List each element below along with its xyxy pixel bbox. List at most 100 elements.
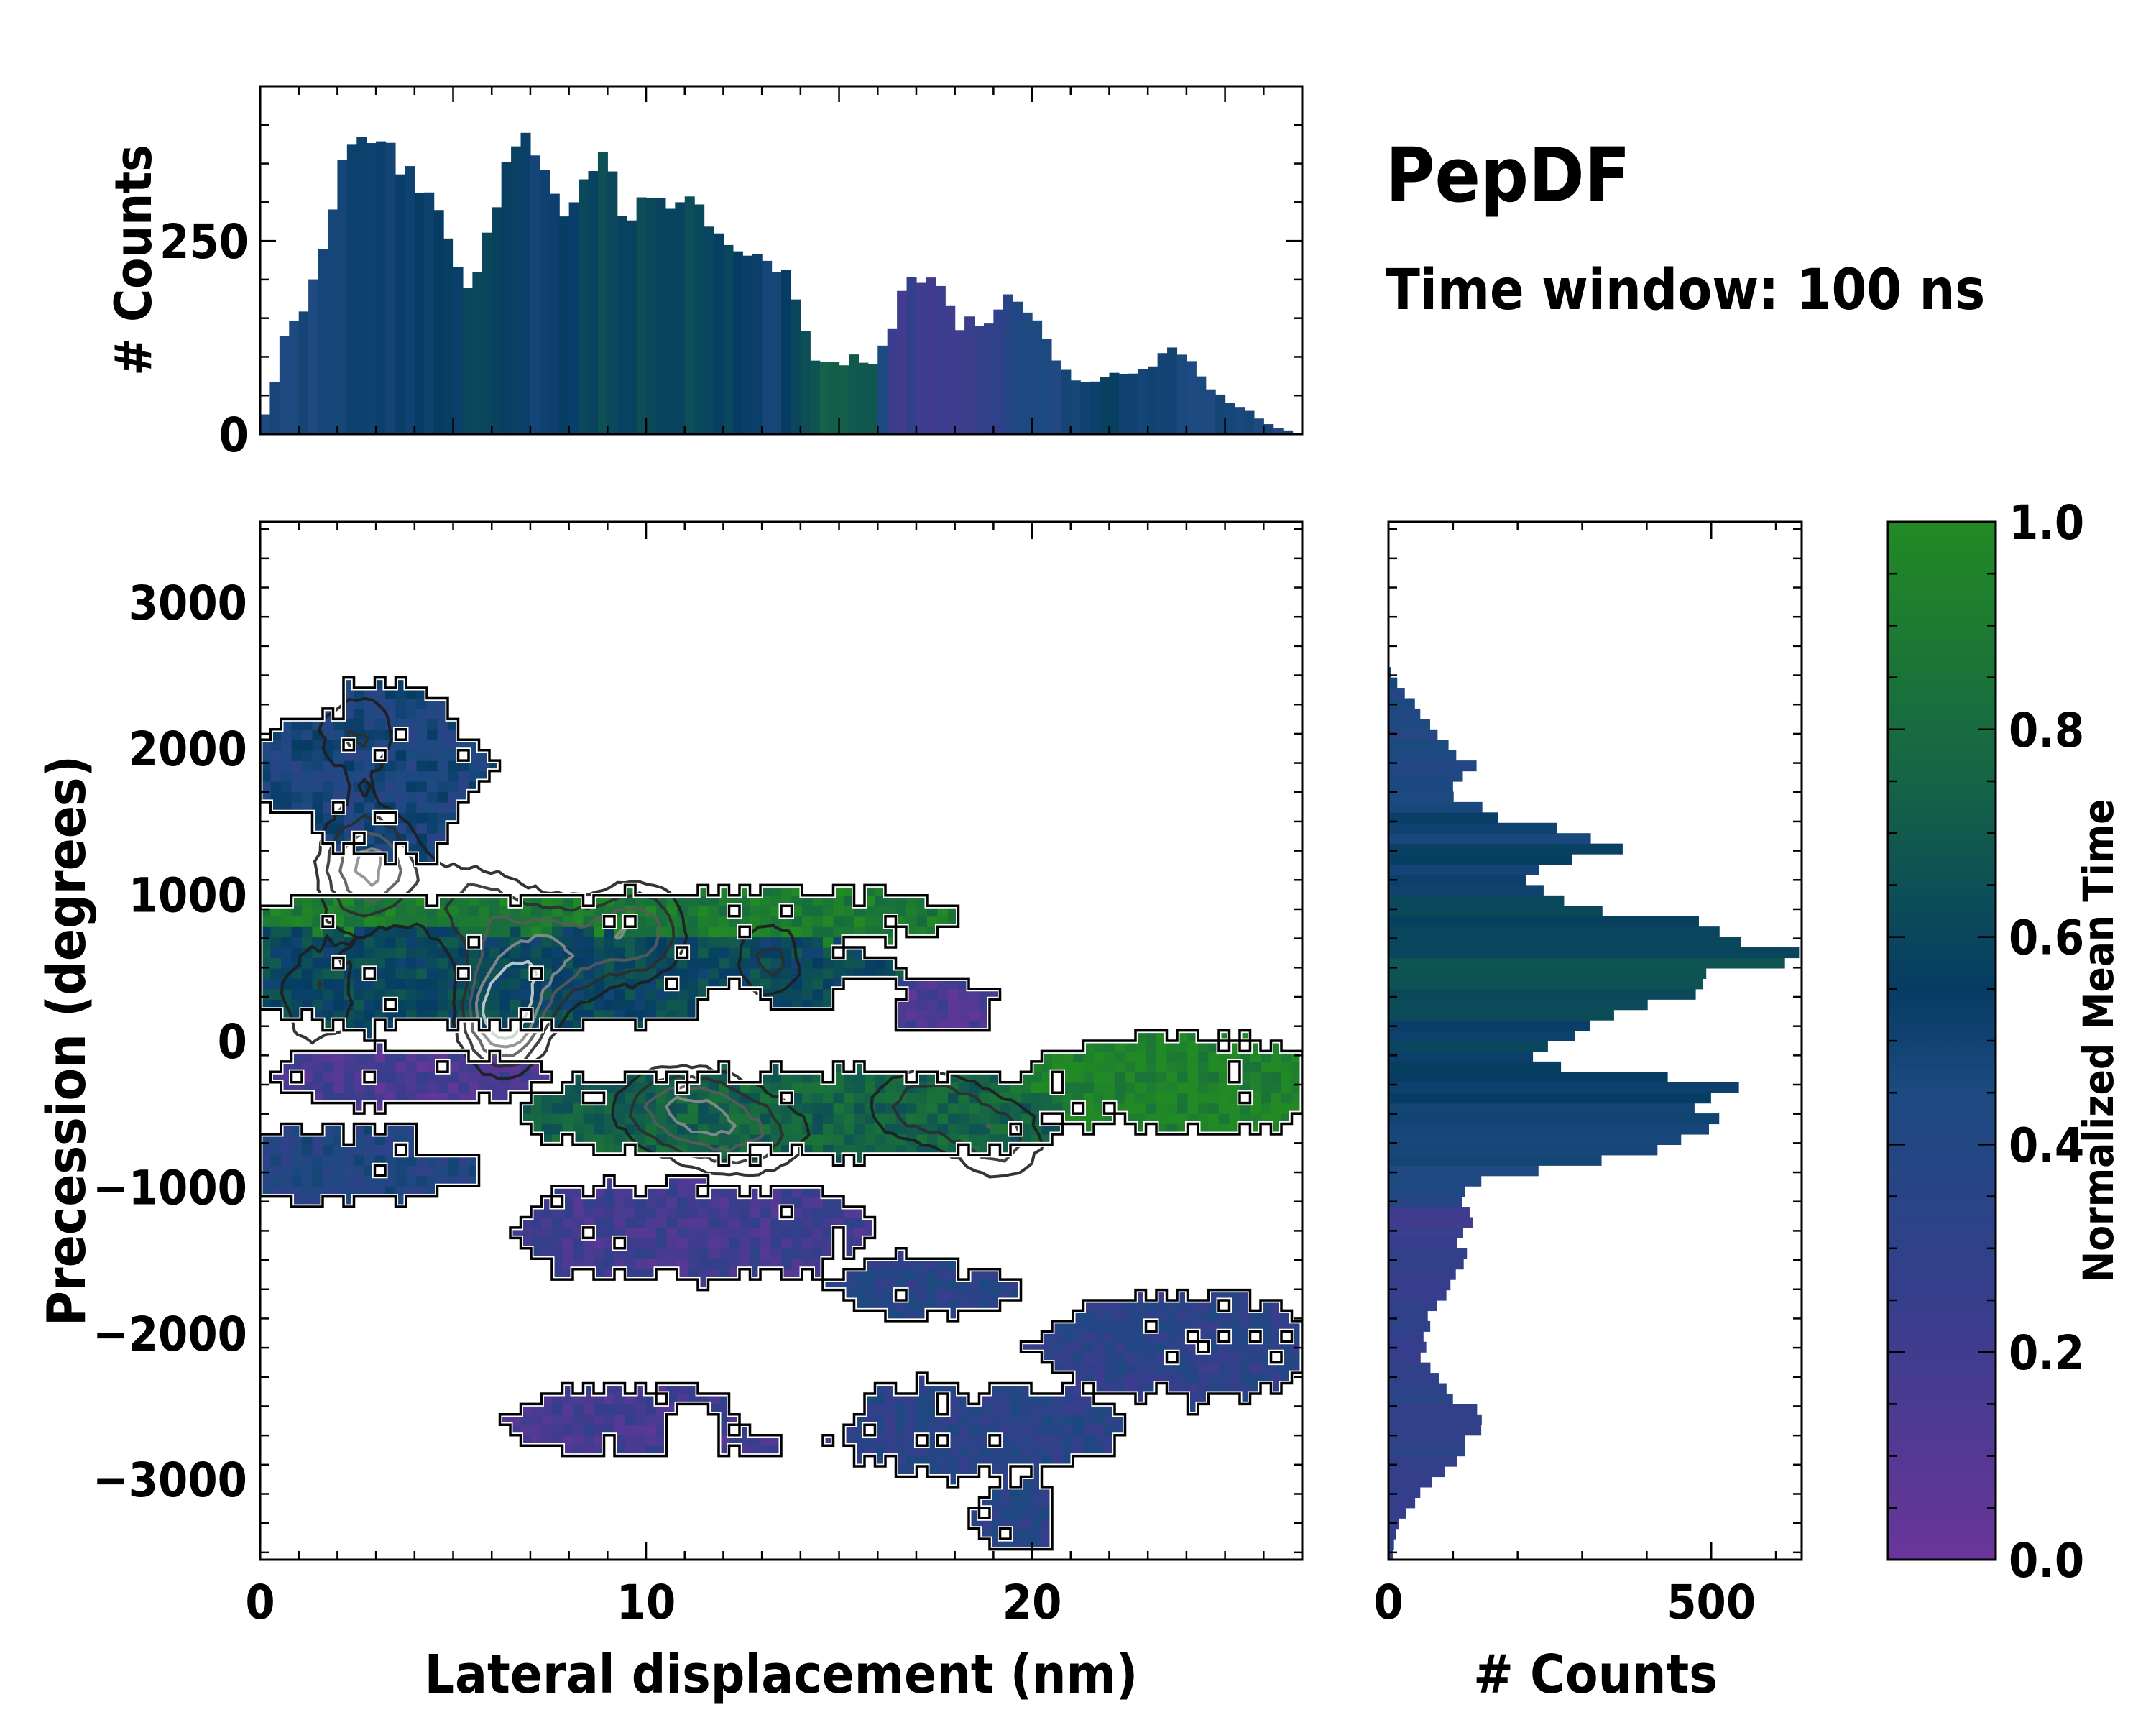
heatmap-cell xyxy=(812,988,824,1000)
heatmap-cell xyxy=(1073,1061,1084,1072)
top-hist-bar xyxy=(1051,360,1061,434)
heatmap-cell xyxy=(312,1082,323,1093)
right-hist-bar xyxy=(1388,1165,1539,1177)
heatmap-cell xyxy=(1261,1072,1272,1083)
heatmap-cell xyxy=(1177,1030,1189,1041)
right-hist-bar xyxy=(1388,1207,1470,1218)
heatmap-cell xyxy=(1062,1352,1074,1363)
heatmap-cell xyxy=(312,999,323,1011)
heatmap-cell xyxy=(1156,1051,1168,1062)
heatmap-cell xyxy=(875,1425,886,1436)
heatmap-cell xyxy=(1021,1425,1032,1436)
right-histogram-xlabel: # Counts xyxy=(1473,1644,1718,1706)
heatmap-cell xyxy=(1177,1341,1189,1353)
heatmap-cell xyxy=(906,1092,918,1104)
heatmap-cell xyxy=(1010,1507,1022,1519)
heatmap-cell xyxy=(520,1227,532,1238)
heatmap-cell xyxy=(708,926,719,938)
heatmap-cell xyxy=(437,957,448,969)
heatmap-cell xyxy=(562,1227,573,1238)
heatmap-cell xyxy=(270,967,282,979)
heatmap-cell xyxy=(823,1113,834,1125)
heatmap-cell xyxy=(833,1113,844,1125)
heatmap-cell xyxy=(687,1259,699,1270)
heatmap-cell xyxy=(469,957,480,969)
heatmap-cell xyxy=(1115,1362,1126,1374)
top-hist-bar xyxy=(1003,294,1013,434)
heatmap-cell xyxy=(906,988,918,1000)
right-hist-bar xyxy=(1388,1528,1396,1540)
heatmap-cell xyxy=(594,1123,605,1135)
heatmap-cell xyxy=(1094,1341,1105,1353)
heatmap-cell xyxy=(364,1133,376,1145)
heatmap-cell xyxy=(395,999,407,1011)
heatmap-cell xyxy=(416,750,428,761)
heatmap-cell xyxy=(708,1248,719,1259)
heatmap-cell xyxy=(1115,1072,1126,1083)
heatmap-cell xyxy=(1166,1362,1178,1374)
heatmap-cell xyxy=(1000,1082,1011,1093)
heatmap-cell xyxy=(677,1113,688,1125)
top-hist-bar xyxy=(318,249,328,434)
heatmap-cell xyxy=(1031,1425,1043,1436)
heatmap-cell xyxy=(520,1414,532,1425)
heatmap-cell xyxy=(1010,1414,1022,1425)
heatmap-cell xyxy=(312,750,323,761)
heatmap-cell xyxy=(1062,1082,1074,1093)
top-hist-bar xyxy=(1013,301,1023,434)
heatmap-cell xyxy=(1125,1061,1136,1072)
heatmap-cell xyxy=(1073,1341,1084,1353)
heatmap-cell xyxy=(875,1435,886,1446)
heatmap-cell xyxy=(583,1196,594,1208)
heatmap-cell xyxy=(604,937,615,948)
right-hist-bar xyxy=(1388,1497,1416,1509)
heatmap-cell xyxy=(427,1165,438,1177)
heatmap-cell xyxy=(604,1404,615,1415)
heatmap-cell xyxy=(583,1103,594,1114)
top-hist-bar xyxy=(607,171,618,434)
heatmap-cell xyxy=(427,740,438,751)
heatmap-cell xyxy=(865,1279,876,1291)
heatmap-cell xyxy=(958,1009,969,1021)
heatmap-cell xyxy=(687,1207,699,1218)
right-hist-bar xyxy=(1388,1507,1406,1519)
heatmap-cell xyxy=(270,781,282,793)
heatmap-cell xyxy=(1261,1331,1272,1343)
heatmap-cell xyxy=(1094,1051,1105,1062)
heatmap-cell xyxy=(937,1269,949,1280)
heatmap-cell xyxy=(489,988,501,1000)
heatmap-cell xyxy=(750,1238,761,1249)
heatmap-cell xyxy=(333,1051,344,1062)
right-hist-bar xyxy=(1388,999,1648,1011)
heatmap-cell xyxy=(823,906,834,917)
heatmap-cell xyxy=(1198,1041,1210,1052)
heatmap-cell xyxy=(906,1393,918,1404)
heatmap-cell xyxy=(499,988,511,1000)
heatmap-cell xyxy=(385,1123,397,1135)
heatmap-cell xyxy=(270,916,282,927)
heatmap-cell xyxy=(302,916,313,927)
heatmap-cell xyxy=(1031,1404,1043,1415)
heatmap-cell xyxy=(302,729,313,740)
heatmap-cell xyxy=(760,937,772,948)
heatmap-cell xyxy=(1166,1300,1178,1312)
heatmap-cell xyxy=(312,1061,323,1072)
heatmap-cell xyxy=(719,957,730,969)
heatmap-cell xyxy=(1250,1362,1261,1374)
heatmap-cell xyxy=(594,1113,605,1125)
heatmap-cell xyxy=(1073,1352,1084,1363)
heatmap-ytick-label: 0 xyxy=(218,1014,247,1070)
heatmap-cell xyxy=(1250,1103,1261,1114)
heatmap-cell xyxy=(729,1248,740,1259)
heatmap-cell xyxy=(1156,1061,1168,1072)
heatmap-cell xyxy=(844,916,855,927)
heatmap-cell xyxy=(281,1165,292,1177)
heatmap-cell xyxy=(1135,1051,1147,1062)
heatmap-cell xyxy=(687,1103,699,1114)
heatmap-cell xyxy=(969,988,980,1000)
heatmap-cell xyxy=(1250,1061,1261,1072)
heatmap-cell xyxy=(812,1103,824,1114)
heatmap-cell xyxy=(302,760,313,772)
heatmap-cell xyxy=(1052,1404,1064,1415)
